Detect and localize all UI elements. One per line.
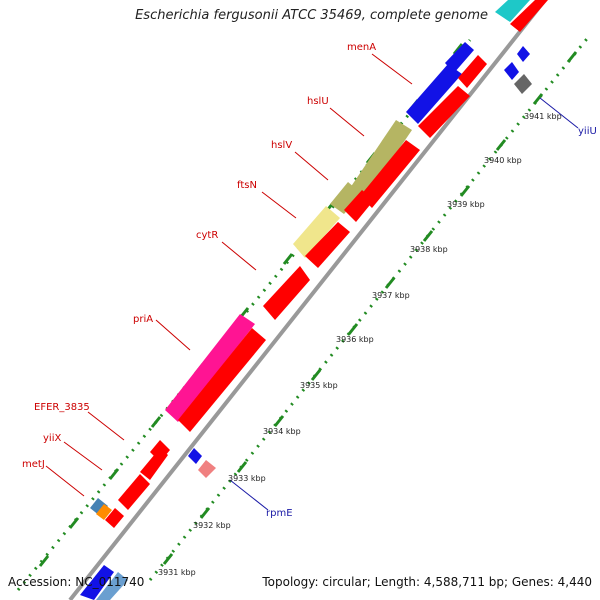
gene-label-menA[interactable]: menA [347, 42, 376, 53]
gene-hslU[interactable] [350, 120, 412, 200]
kbp-label: 3939 kbp [447, 200, 485, 209]
page-title: Escherichia fergusonii ATCC 35469, compl… [135, 8, 488, 23]
inner-strand-genes [80, 0, 548, 600]
inner-tick [532, 93, 544, 105]
kbp-label: 3933 kbp [228, 474, 266, 483]
gene-label-yiiU[interactable]: yiiU [578, 126, 597, 137]
accession-text: Accession: NC_011740 [8, 575, 145, 589]
gene-menA[interactable] [406, 64, 462, 124]
outer-tick [68, 517, 80, 529]
inner-small-genes [188, 46, 532, 478]
gene-label-rpmE[interactable]: rpmE [266, 508, 293, 519]
gene-priA[interactable] [165, 314, 255, 422]
gene-label-yiiX[interactable]: yiiX [43, 433, 61, 444]
gene-metJ-orange[interactable] [96, 504, 112, 520]
leader-metJ [45, 465, 85, 497]
leader-cytR [221, 241, 257, 271]
leader-priA [155, 319, 191, 351]
leader-ftsN [261, 191, 297, 219]
label-lines-blue [229, 97, 579, 511]
gene-label-hslU[interactable]: hslU [307, 96, 329, 107]
gene-light-blue-2[interactable] [96, 572, 128, 600]
gene-red-3[interactable] [418, 86, 470, 138]
gene-hslV[interactable] [330, 182, 362, 214]
leader-hslV [294, 151, 329, 181]
outer-strand-genes [90, 0, 530, 520]
gene-label-ftsN[interactable]: ftsN [237, 180, 257, 191]
genome-summary-text: Topology: circular; Length: 4,588,711 bp… [262, 575, 592, 589]
inner-tick-group [162, 51, 578, 565]
kbp-label: 3935 kbp [300, 381, 338, 390]
inner-tick [347, 323, 359, 335]
gene-cyan[interactable] [495, 0, 530, 22]
kbp-label-group: 3941 kbp 3940 kbp 3939 kbp 3938 kbp 3937… [158, 112, 562, 577]
kbp-label: 3931 kbp [158, 568, 196, 577]
inner-tick [162, 553, 174, 565]
leader-rpmE [229, 479, 269, 511]
kbp-label: 3936 kbp [336, 335, 374, 344]
kbp-label: 3941 kbp [524, 112, 562, 121]
gene-red-8[interactable] [178, 328, 266, 432]
leader-hslU [329, 107, 365, 137]
gene-ftsN[interactable] [293, 206, 340, 258]
inner-tick [422, 230, 434, 242]
gene-yiiU-c[interactable] [514, 74, 532, 94]
gene-red-4[interactable] [360, 140, 420, 208]
inner-tick [495, 139, 507, 151]
inner-tick [236, 461, 248, 473]
kbp-label: 3938 kbp [410, 245, 448, 254]
gene-label-hslV[interactable]: hslV [271, 140, 292, 151]
outer-dotted-line [16, 39, 472, 591]
gene-yiiU-b[interactable] [504, 62, 519, 80]
inner-tick [273, 415, 285, 427]
gene-red-top[interactable] [510, 0, 548, 32]
gene-label-cytR[interactable]: cytR [196, 230, 218, 241]
gene-EFER[interactable] [150, 440, 170, 462]
outer-tick [38, 555, 50, 567]
gene-rpmE-b[interactable] [198, 460, 216, 478]
gene-light-blue-1[interactable] [80, 565, 114, 600]
gene-red-9[interactable] [118, 474, 150, 510]
gene-label-priA[interactable]: priA [133, 314, 153, 325]
leader-EFER [87, 411, 125, 441]
backbone-line [68, 0, 547, 600]
kbp-label: 3932 kbp [193, 521, 231, 530]
outer-tick [108, 468, 120, 480]
kbp-label: 3934 kbp [263, 427, 301, 436]
gene-red-2[interactable] [458, 55, 487, 88]
inner-tick [384, 277, 396, 289]
gene-label-metJ[interactable]: metJ [22, 459, 45, 470]
inner-tick [566, 51, 578, 63]
kbp-label: 3937 kbp [372, 291, 410, 300]
gene-yiiU-a[interactable] [517, 46, 530, 62]
inner-tick [459, 185, 471, 197]
gene-label-EFER[interactable]: EFER_3835 [34, 402, 90, 413]
leader-yiiU [539, 97, 579, 129]
label-lines [45, 53, 413, 497]
gene-red-5[interactable] [344, 190, 374, 222]
kbp-label: 3940 kbp [484, 156, 522, 165]
gene-blue-top[interactable] [445, 42, 474, 73]
gene-red-7[interactable] [263, 266, 310, 320]
gene-red-10[interactable] [105, 508, 124, 528]
inner-tick [199, 507, 211, 519]
outer-tick [282, 253, 294, 265]
outer-tick [150, 416, 162, 428]
leader-menA [371, 53, 413, 85]
gene-label-group: menA hslU hslV ftsN cytR priA EFER_3835 … [22, 42, 597, 519]
inner-tick [310, 369, 322, 381]
gene-rpmE-a[interactable] [188, 448, 202, 464]
leader-yiiX [63, 441, 103, 471]
gene-red-6[interactable] [305, 222, 350, 268]
